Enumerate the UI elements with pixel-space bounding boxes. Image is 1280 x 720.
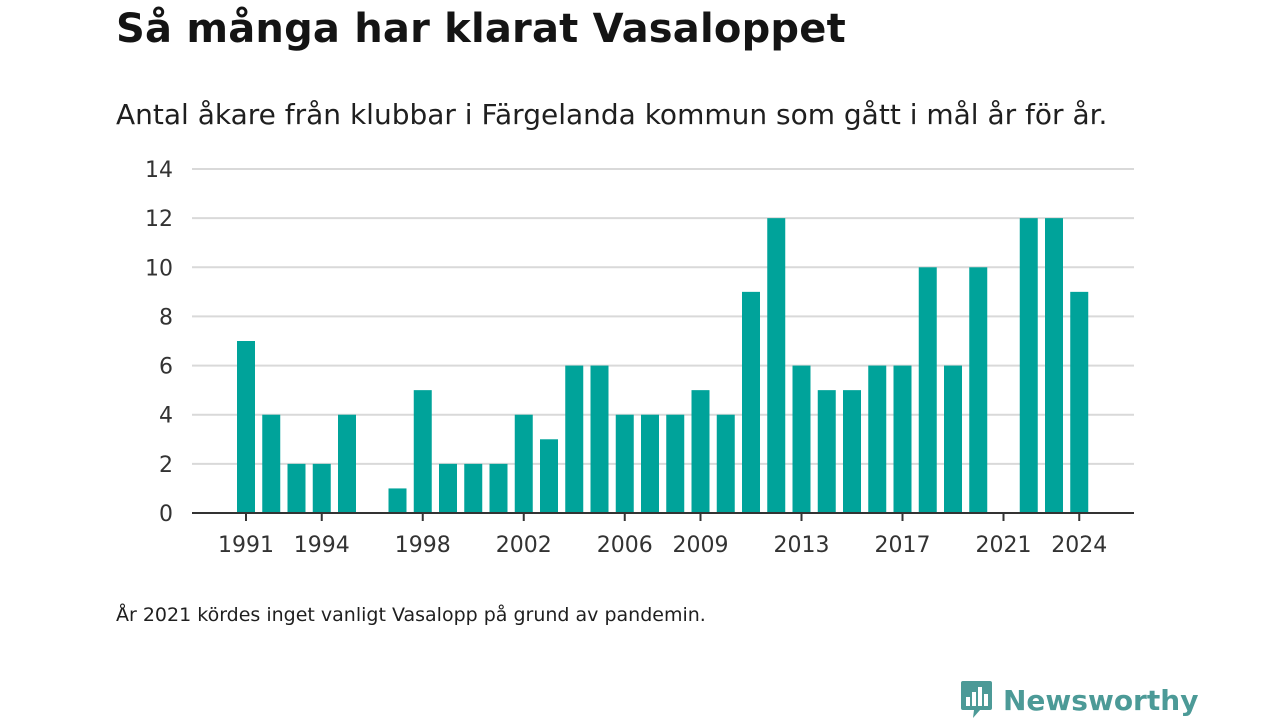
- y-axis-ticks: 0 2 4 6 8 10 12 14: [145, 158, 173, 527]
- bar-chart: 0 2 4 6 8 10 12 14 1991 1994 1998 2002 2006 2009 2013…: [145, 158, 1134, 558]
- x-tick-label: 2017: [875, 533, 931, 558]
- bar-2000: [464, 463, 483, 513]
- x-tick-label: 1994: [294, 533, 350, 558]
- bar-1994: [312, 463, 331, 513]
- x-tick-label: 2002: [496, 533, 552, 558]
- bar-2005: [590, 365, 609, 513]
- bar-1998: [413, 390, 432, 513]
- y-tick-label: 14: [145, 158, 173, 183]
- bar-1993: [287, 463, 306, 513]
- bar-2002: [514, 414, 533, 513]
- bar-2015: [843, 390, 861, 513]
- y-tick-label: 12: [145, 207, 173, 232]
- x-axis-ticks: 1991 1994 1998 2002 2006 2009 2013 2017 2021 2024: [218, 513, 1107, 558]
- y-tick-label: 6: [159, 355, 173, 380]
- bar-2016: [868, 365, 887, 513]
- y-tick-label: 2: [159, 453, 173, 478]
- bar-2009: [691, 390, 710, 513]
- bar-1999: [439, 463, 457, 513]
- bar-2018: [918, 267, 937, 513]
- bar-2007: [641, 414, 659, 513]
- bar-2003: [540, 439, 558, 513]
- bar-1995: [338, 414, 356, 513]
- bar-1991: [237, 341, 255, 513]
- bar-2020: [969, 267, 988, 513]
- bar-2019: [944, 365, 962, 513]
- bar-2001: [489, 463, 508, 513]
- brand-name: Newsworthy: [1003, 683, 1199, 717]
- grid-lines: [192, 168, 1134, 465]
- bar-1992: [262, 414, 281, 513]
- y-tick-label: 8: [159, 305, 173, 330]
- chart-title: Så många har klarat Vasaloppet: [116, 6, 846, 52]
- footnote: År 2021 kördes inget vanligt Vasalopp på…: [116, 604, 706, 626]
- bar-2022: [1019, 218, 1038, 513]
- x-tick-label: 2006: [597, 533, 653, 558]
- bar-2023: [1045, 218, 1063, 513]
- bar-2010: [716, 414, 735, 513]
- newsworthy-logo-icon: [961, 681, 992, 718]
- x-tick-label: 2021: [976, 533, 1032, 558]
- bar-2006: [615, 414, 634, 513]
- x-tick-label: 1991: [218, 533, 274, 558]
- bar-2004: [565, 365, 584, 513]
- y-tick-label: 4: [159, 404, 173, 429]
- x-tick-label: 1998: [395, 533, 451, 558]
- brand-logo[interactable]: Newsworthy: [960, 680, 1198, 720]
- bar-1997: [388, 488, 407, 513]
- bar-2024: [1070, 291, 1089, 513]
- bars: [237, 218, 1089, 513]
- x-tick-label: 2024: [1051, 533, 1107, 558]
- bar-2008: [666, 414, 685, 513]
- y-tick-label: 0: [159, 502, 173, 527]
- bar-2011: [742, 291, 760, 513]
- x-tick-label: 2009: [673, 533, 729, 558]
- bar-2017: [893, 365, 912, 513]
- bar-2014: [817, 390, 836, 513]
- chart-subtitle: Antal åkare från klubbar i Färgelanda ko…: [116, 98, 1108, 131]
- y-tick-label: 10: [145, 256, 173, 281]
- bar-2013: [792, 365, 811, 513]
- bar-2012: [767, 218, 786, 513]
- x-tick-label: 2013: [774, 533, 830, 558]
